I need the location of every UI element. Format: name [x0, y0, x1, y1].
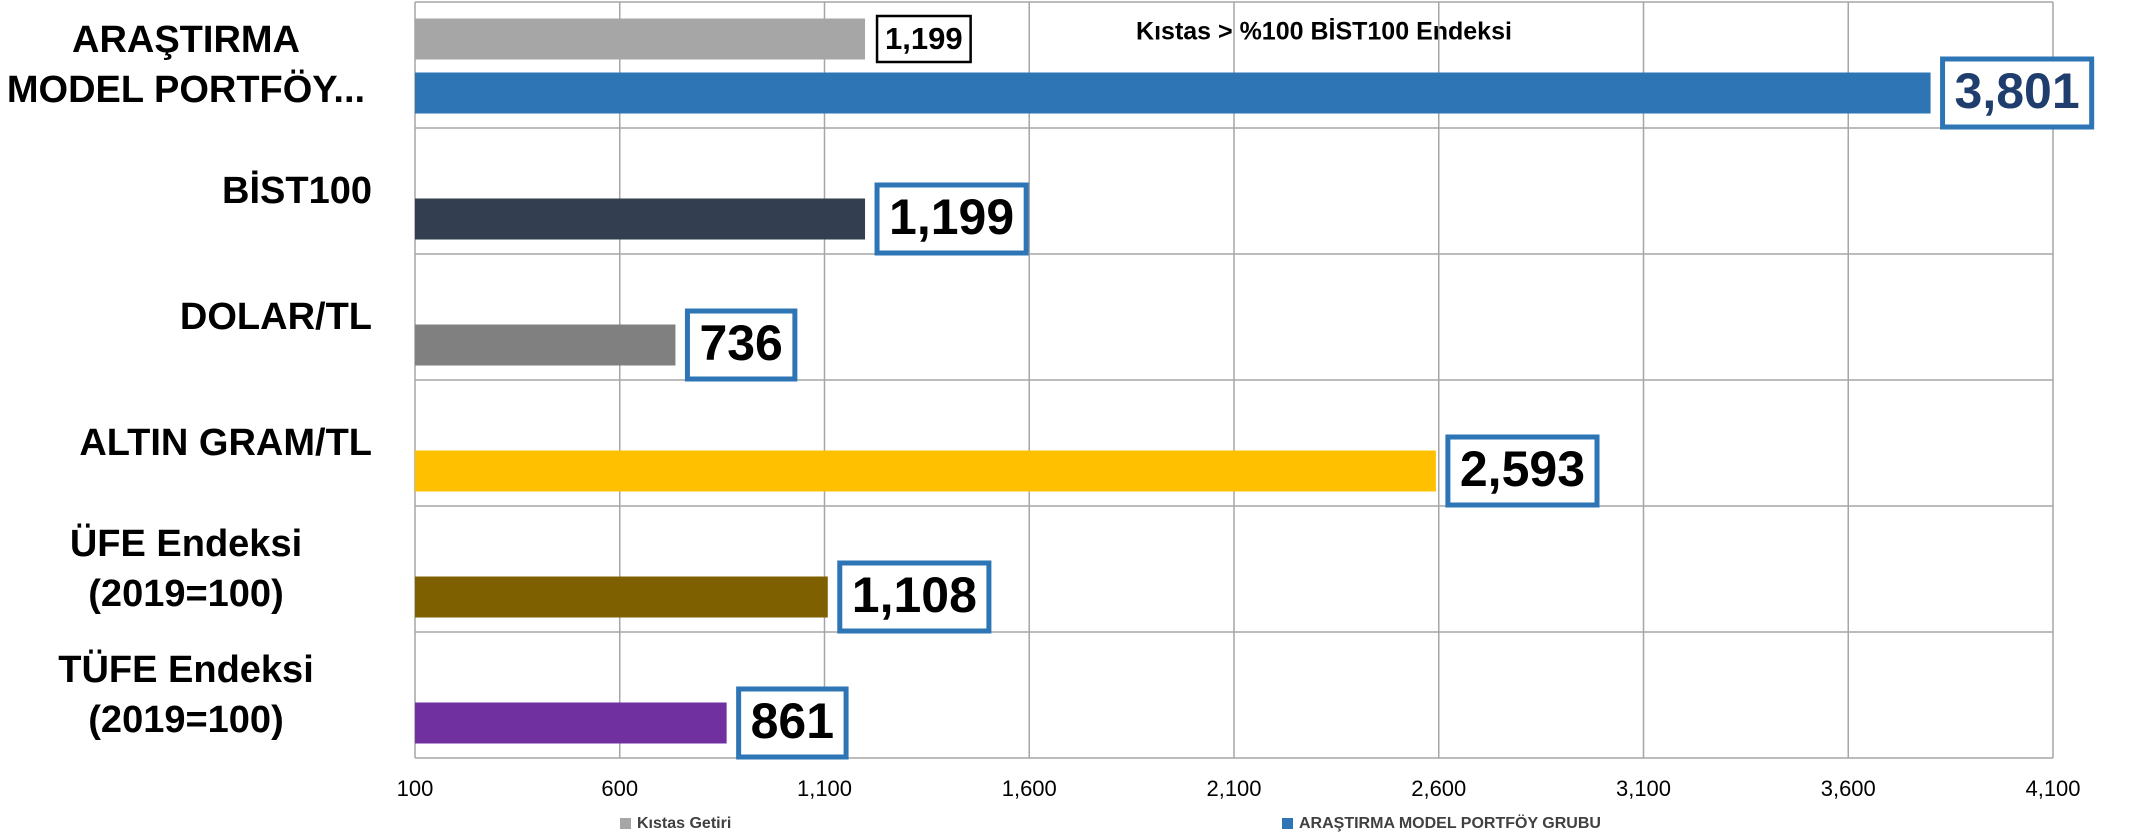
value-label: 1,108 — [852, 567, 977, 623]
value-label: 3,801 — [1955, 63, 2080, 119]
category-label-box: BİST100 — [0, 166, 372, 216]
value-label-box — [736, 686, 849, 760]
x-tick-label: 2,100 — [1206, 776, 1261, 801]
bar — [415, 450, 1436, 492]
legend-swatch — [1282, 818, 1293, 829]
bar — [415, 324, 676, 366]
value-label-box — [684, 308, 798, 382]
bar — [415, 702, 727, 744]
legend-label: Kıstas Getiri — [637, 815, 731, 832]
bar — [415, 72, 1931, 114]
y-tick-label: TÜFE Endeksi (2019=100) — [58, 649, 314, 741]
value-label: 1,199 — [889, 189, 1014, 245]
x-tick-label: 100 — [397, 776, 434, 801]
value-label-box — [1940, 56, 2095, 130]
value-label: 1,199 — [885, 21, 963, 56]
value-label: 2,593 — [1460, 441, 1585, 497]
legend-swatch — [620, 818, 631, 829]
value-label-box — [1445, 434, 1600, 508]
x-tick-label: 1,100 — [797, 776, 852, 801]
x-tick-label: 4,100 — [2025, 776, 2080, 801]
value-label: 861 — [751, 693, 834, 749]
x-tick-label: 2,600 — [1411, 776, 1466, 801]
x-tick-label: 1,600 — [1002, 776, 1057, 801]
value-label: 736 — [699, 315, 782, 371]
bar — [415, 576, 828, 618]
value-label-box — [837, 560, 992, 634]
y-tick-label: ALTIN GRAM/TL — [79, 422, 372, 464]
category-label-box: DOLAR/TL — [0, 292, 372, 342]
category-label-box: ALTIN GRAM/TL — [0, 418, 372, 468]
x-tick-label: 3,100 — [1616, 776, 1671, 801]
x-tick-label: 3,600 — [1821, 776, 1876, 801]
category-label-box: ARAŞTIRMA MODEL PORTFÖY... — [0, 15, 372, 115]
category-label-box: TÜFE Endeksi (2019=100) — [0, 645, 372, 745]
y-tick-label: ARAŞTIRMA MODEL PORTFÖY... — [6, 19, 366, 111]
category-label-box: ÜFE Endeksi (2019=100) — [0, 519, 372, 619]
bar — [415, 18, 866, 60]
legend-label: ARAŞTIRMA MODEL PORTFÖY GRUBU — [1299, 813, 1601, 832]
bar — [415, 198, 866, 240]
y-tick-label: DOLAR/TL — [179, 296, 372, 338]
value-label-box — [874, 182, 1029, 256]
x-tick-label: 600 — [601, 776, 638, 801]
y-tick-label: ÜFE Endeksi (2019=100) — [69, 523, 303, 615]
annotation: Kıstas > %100 BİST100 Endeksi — [1136, 18, 1512, 46]
y-tick-label: BİST100 — [222, 170, 372, 212]
value-label-box — [875, 14, 972, 64]
